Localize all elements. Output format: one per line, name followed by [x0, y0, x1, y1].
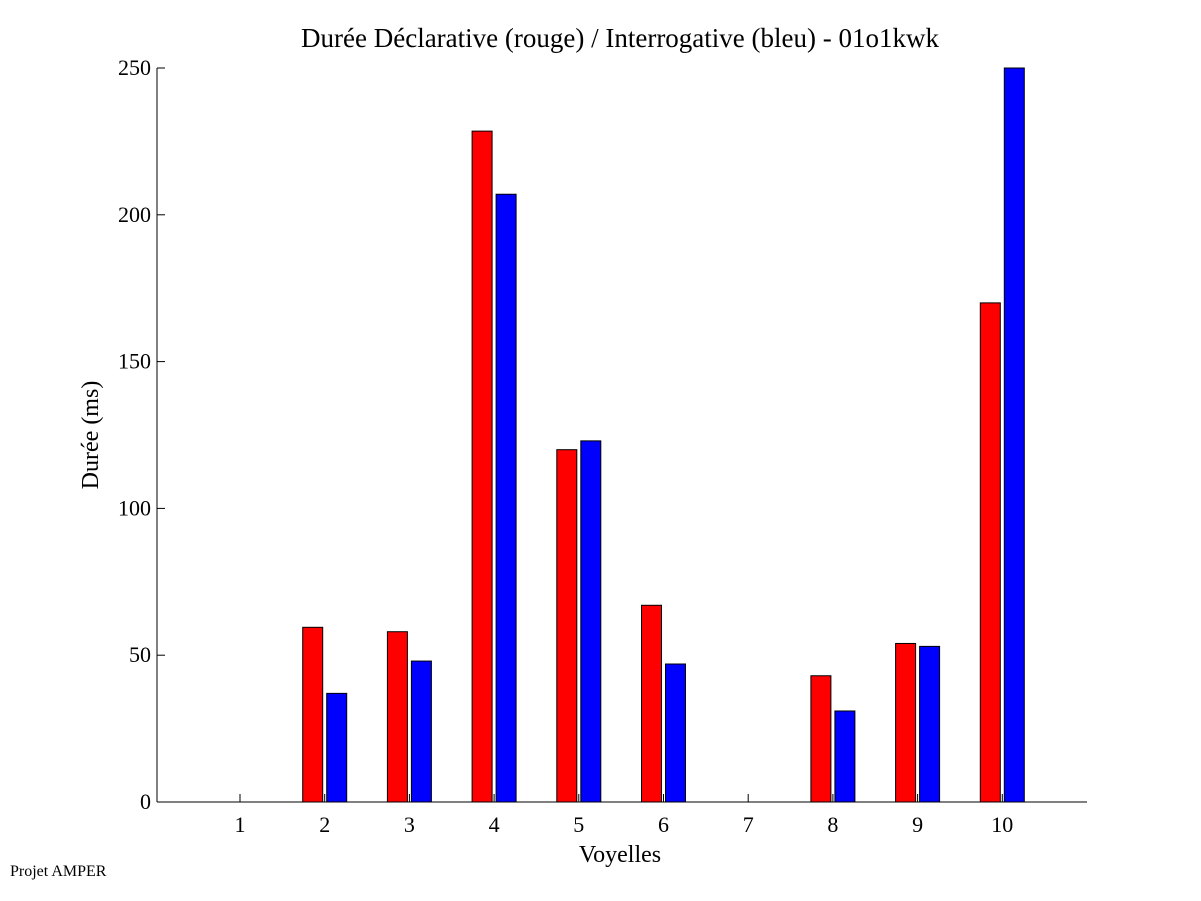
x-tick-label-10: 10: [991, 812, 1013, 837]
bar-series1-9: [895, 642, 917, 803]
y-axis-label: Durée (ms): [78, 381, 104, 490]
x-tick-label-9: 9: [912, 812, 923, 837]
bar-series2-3: [410, 660, 432, 803]
bar-series2-5: [580, 440, 602, 803]
bar-series1-8: [810, 675, 832, 803]
x-tick-label-5: 5: [573, 812, 584, 837]
bar-series2-10: [1003, 67, 1025, 803]
bar-series1-4: [471, 130, 493, 803]
axes-layer: [156, 68, 1087, 803]
ticks-layer: 0 50 100 150 200 250 1 2 3 4 5 6 7 8 9 10: [118, 55, 1013, 837]
x-tick-label-4: 4: [489, 812, 500, 837]
footer-credit: Projet AMPER: [10, 863, 107, 880]
bar-series1-3: [386, 631, 408, 803]
bar-series2-2: [326, 692, 348, 803]
y-tick-label-0: 0: [140, 789, 151, 814]
x-tick-label-6: 6: [658, 812, 669, 837]
x-axis-label: Voyelles: [579, 842, 661, 868]
bars-layer: [302, 67, 1025, 803]
x-tick-label-8: 8: [827, 812, 838, 837]
y-tick-label-100: 100: [118, 495, 151, 520]
y-tick-label-150: 150: [118, 349, 151, 374]
bar-series1-10: [979, 302, 1001, 803]
bar-series2-8: [834, 710, 856, 803]
x-tick-label-3: 3: [404, 812, 415, 837]
bar-series2-4: [495, 193, 517, 803]
bar-series1-5: [556, 449, 578, 803]
bar-series1-6: [641, 604, 662, 803]
bar-series2-6: [665, 663, 686, 803]
x-tick-label-7: 7: [743, 812, 754, 837]
x-tick-label-1: 1: [235, 812, 246, 837]
bar-series2-9: [919, 645, 941, 803]
y-tick-label-200: 200: [118, 202, 151, 227]
y-tick-label-250: 250: [118, 55, 151, 80]
bar-series1-2: [302, 626, 324, 803]
chart-title: Durée Déclarative (rouge) / Interrogativ…: [301, 23, 939, 53]
x-tick-label-2: 2: [319, 812, 330, 837]
y-tick-label-50: 50: [129, 642, 151, 667]
